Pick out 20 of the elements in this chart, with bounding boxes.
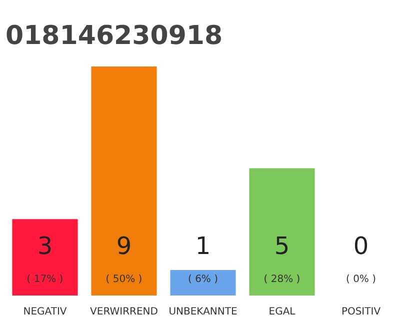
bar [170, 270, 236, 296]
data-label: 1 [195, 232, 211, 260]
bar [12, 219, 78, 296]
x-tick-label: NEGATIV [23, 306, 67, 318]
bar [249, 168, 315, 296]
data-label: 3 [37, 232, 53, 260]
x-tick-label: UNBEKANNTE [168, 306, 238, 318]
chart-title: 018146230918 [6, 21, 223, 51]
data-label: 5 [274, 232, 290, 260]
x-tick-label: POSITIV [341, 306, 381, 318]
annotation: ( 6% ) [188, 274, 218, 285]
annotation: ( 50% ) [106, 274, 142, 285]
x-tick-label: EGAL [268, 306, 296, 318]
x-tick-label: VERWIRREND [90, 306, 158, 318]
annotation: ( 28% ) [264, 274, 300, 285]
data-label: 9 [116, 232, 132, 260]
annotation: ( 0% ) [346, 274, 376, 285]
annotation: ( 17% ) [26, 274, 64, 285]
data-label: 0 [353, 232, 369, 260]
bar [91, 66, 157, 296]
